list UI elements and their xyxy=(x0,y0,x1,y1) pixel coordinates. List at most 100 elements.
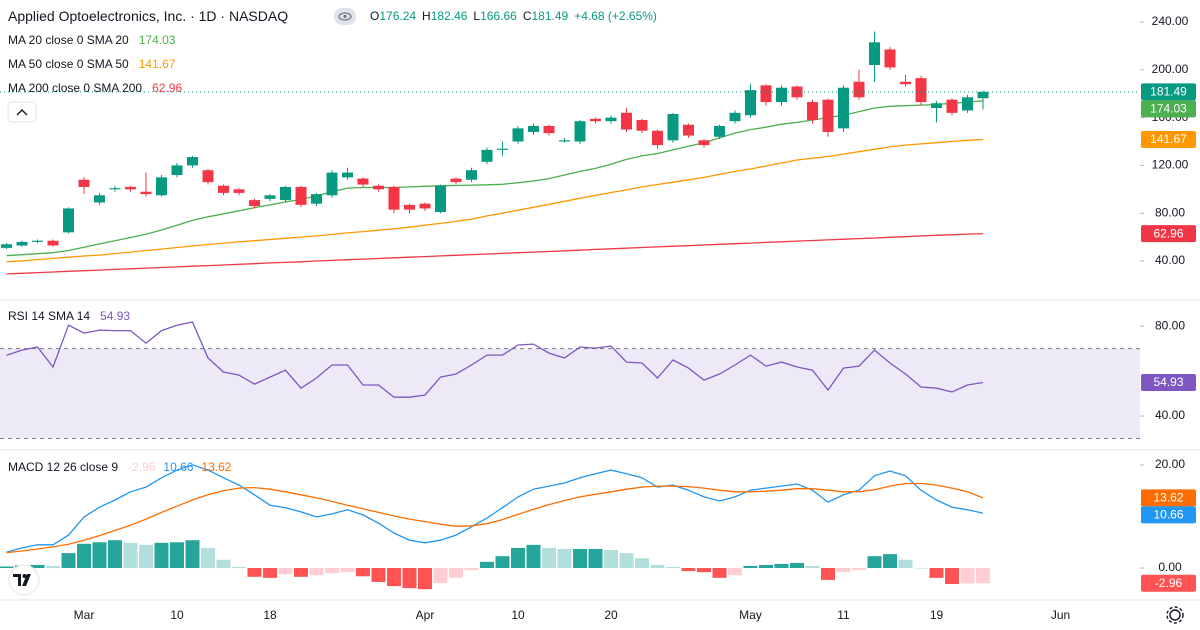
histogram-bar xyxy=(573,548,587,569)
x-tick-label: 19 xyxy=(930,608,944,622)
histogram-bar xyxy=(650,564,665,569)
visibility-toggle[interactable] xyxy=(334,8,356,25)
price-label: 13.62 xyxy=(1153,491,1183,505)
histogram-bar xyxy=(340,568,355,573)
histogram-bar xyxy=(852,568,866,571)
histogram-bar xyxy=(216,559,231,569)
legend-name: MA 50 close 0 SMA 50 xyxy=(8,57,129,71)
candle-body xyxy=(776,87,787,103)
ma-line xyxy=(6,138,984,263)
candle-body xyxy=(915,78,927,103)
histogram-bar xyxy=(604,550,618,569)
candle-body xyxy=(869,42,880,66)
histogram-bar xyxy=(588,548,603,569)
histogram-bar xyxy=(542,547,556,569)
legend-name: MA 200 close 0 SMA 200 xyxy=(8,81,142,95)
candle-body xyxy=(636,120,648,131)
price-label: -2.96 xyxy=(1155,576,1183,590)
histogram-bar xyxy=(666,567,680,569)
histogram-bar xyxy=(92,542,107,569)
candle-body xyxy=(512,128,524,142)
x-tick-label: 18 xyxy=(263,608,277,622)
histogram-bar xyxy=(526,544,541,569)
legend-name: RSI 14 SMA 14 xyxy=(8,309,90,323)
legend-name: MA 20 close 0 SMA 20 xyxy=(8,33,129,47)
candle-body xyxy=(481,149,493,162)
candle-body xyxy=(543,125,555,134)
candle-body xyxy=(419,203,431,209)
histogram-bar xyxy=(201,547,215,569)
histogram-bar xyxy=(108,540,122,569)
candle-body xyxy=(559,140,570,142)
x-tick-label: Apr xyxy=(416,608,435,622)
x-tick-label: 20 xyxy=(604,608,618,622)
candle-body xyxy=(745,90,756,116)
histogram-bar xyxy=(774,563,789,569)
settings-button[interactable] xyxy=(1166,606,1184,624)
histogram-bar xyxy=(433,568,448,583)
histogram-bar xyxy=(46,565,60,569)
y-tick-label: 120.00 xyxy=(1152,158,1189,172)
histogram-bar xyxy=(759,564,773,569)
candle-body xyxy=(156,177,167,196)
candle-body xyxy=(435,185,446,213)
histogram-bar xyxy=(0,566,14,569)
histogram-bar xyxy=(635,558,649,569)
price-label-box xyxy=(1141,225,1196,243)
histogram-bar xyxy=(681,568,696,572)
legend-value: 54.93 xyxy=(100,309,130,323)
y-tick-label: 40.00 xyxy=(1155,253,1185,267)
histogram-bar xyxy=(836,568,851,573)
histogram-bar xyxy=(511,547,525,569)
candle-body xyxy=(218,185,229,193)
candle-body xyxy=(962,97,973,111)
histogram-bar xyxy=(898,559,913,569)
price-label-box xyxy=(1141,83,1196,101)
price-label-box xyxy=(1141,373,1196,391)
candle-body xyxy=(652,130,663,146)
histogram-bar xyxy=(960,568,975,584)
price-label-box xyxy=(1141,100,1196,118)
histogram-bar xyxy=(356,568,370,577)
histogram-bar xyxy=(480,561,494,569)
histogram-bar xyxy=(867,556,882,569)
y-tick-label: 0.00 xyxy=(1158,560,1182,574)
collapse-button[interactable] xyxy=(7,101,37,123)
price-label: 181.49 xyxy=(1150,85,1187,99)
candle-body xyxy=(497,148,508,150)
candle-body xyxy=(171,165,183,175)
histogram-bar xyxy=(464,568,479,571)
legend-value: 174.03 xyxy=(139,33,176,47)
histogram-bar xyxy=(154,542,169,569)
candle-body xyxy=(621,112,632,130)
candle-body xyxy=(140,191,152,195)
histogram-bar xyxy=(77,543,91,569)
candle-body xyxy=(946,99,958,113)
histogram-bar xyxy=(728,568,742,576)
ohlc-label: H xyxy=(422,9,431,23)
legend-entry: MA 20 close 0 SMA 20 174.03 xyxy=(8,33,176,47)
candle-body xyxy=(78,179,90,187)
ohlc-label: C xyxy=(523,9,532,23)
legend-value: 62.96 xyxy=(152,81,182,95)
candle-body xyxy=(590,118,601,122)
histogram-bar xyxy=(976,568,990,584)
candle-body xyxy=(233,189,245,193)
y-tick-label: 80.00 xyxy=(1155,205,1185,219)
candle-body xyxy=(729,112,741,122)
ma-line xyxy=(6,232,984,275)
x-tick-label: 11 xyxy=(837,608,850,622)
tradingview-logo[interactable] xyxy=(8,564,40,596)
x-tick-label: 10 xyxy=(170,608,184,622)
histogram-bar xyxy=(325,568,339,574)
y-tick-label: 200.00 xyxy=(1152,62,1189,76)
candle-body xyxy=(760,85,772,103)
histogram-bar xyxy=(712,568,727,578)
candle-body xyxy=(32,240,43,242)
histogram-bar xyxy=(697,568,711,573)
rsi-band xyxy=(0,348,1140,439)
candle-body xyxy=(931,103,942,109)
ohlc-value: 166.66 xyxy=(480,9,517,23)
